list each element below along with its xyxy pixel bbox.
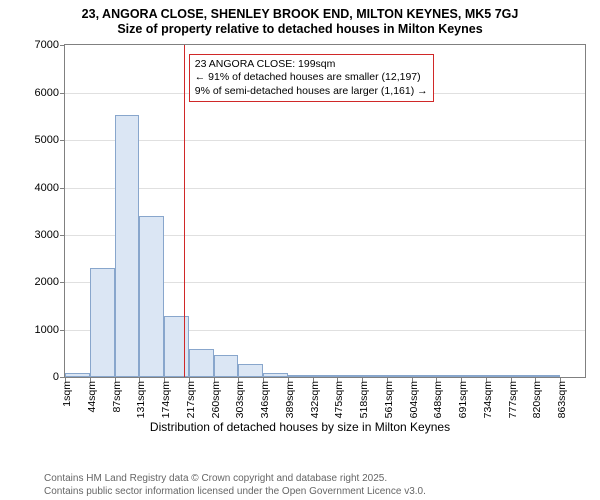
histogram-bar (263, 373, 288, 377)
histogram-bar (436, 375, 461, 377)
histogram-bar (486, 375, 511, 377)
plot-area: 23 ANGORA CLOSE: 199sqm ← 91% of detache… (64, 44, 586, 378)
x-tick-label: 561sqm (383, 381, 395, 418)
x-tick-label: 131sqm (135, 381, 147, 418)
x-tick-label: 346sqm (259, 381, 271, 418)
histogram-bar (115, 115, 140, 377)
x-tick-label: 475sqm (333, 381, 345, 418)
x-tick-label: 604sqm (408, 381, 420, 418)
chart-container: Number of detached properties 23 ANGORA … (0, 38, 600, 438)
chart-main-title: 23, ANGORA CLOSE, SHENLEY BROOK END, MIL… (0, 0, 600, 22)
y-tick-label: 2000 (35, 276, 59, 288)
histogram-bar (189, 349, 214, 377)
footer-line-1: Contains HM Land Registry data © Crown c… (44, 473, 592, 486)
annotation-line-3: 9% of semi-detached houses are larger (1… (195, 85, 428, 99)
histogram-bar (412, 375, 437, 377)
footer-line-2: Contains public sector information licen… (44, 486, 592, 499)
histogram-bar (337, 375, 362, 377)
annotation-line-1: 23 ANGORA CLOSE: 199sqm (195, 58, 428, 72)
histogram-bar (90, 268, 115, 377)
histogram-bar (362, 375, 387, 377)
x-tick-label: 260sqm (210, 381, 222, 418)
histogram-bar (313, 375, 338, 377)
y-tick-label: 5000 (35, 134, 59, 146)
x-tick-label: 44sqm (86, 381, 98, 413)
x-tick-label: 389sqm (284, 381, 296, 418)
y-tick-label: 3000 (35, 229, 59, 241)
x-tick-label: 820sqm (531, 381, 543, 418)
histogram-bar (511, 375, 536, 377)
histogram-bar (461, 375, 486, 377)
histogram-bar (387, 375, 412, 377)
x-tick-label: 691sqm (457, 381, 469, 418)
x-axis-label: Distribution of detached houses by size … (0, 420, 600, 434)
footer-attribution: Contains HM Land Registry data © Crown c… (44, 473, 592, 498)
x-tick-label: 1sqm (61, 381, 73, 407)
x-tick-label: 174sqm (160, 381, 172, 418)
y-tick-label: 6000 (35, 87, 59, 99)
x-tick-label: 432sqm (309, 381, 321, 418)
x-tick-label: 648sqm (432, 381, 444, 418)
histogram-bar (288, 375, 313, 377)
histogram-bar (214, 355, 239, 377)
x-tick-label: 863sqm (556, 381, 568, 418)
y-tick-label: 1000 (35, 324, 59, 336)
annotation-line-2: ← 91% of detached houses are smaller (12… (195, 71, 428, 85)
marker-line (184, 45, 185, 377)
x-tick-label: 87sqm (111, 381, 123, 413)
y-tick-label: 7000 (35, 39, 59, 51)
annotation-box: 23 ANGORA CLOSE: 199sqm ← 91% of detache… (189, 54, 434, 103)
x-tick-label: 777sqm (507, 381, 519, 418)
y-tick-label: 0 (53, 371, 59, 383)
histogram-bar (535, 375, 560, 377)
histogram-bar (139, 216, 164, 377)
x-tick-label: 734sqm (482, 381, 494, 418)
x-tick-label: 303sqm (234, 381, 246, 418)
y-tick-label: 4000 (35, 182, 59, 194)
chart-subtitle: Size of property relative to detached ho… (0, 22, 600, 38)
histogram-bar (238, 364, 263, 377)
histogram-bar (65, 373, 90, 377)
x-tick-label: 217sqm (185, 381, 197, 418)
x-tick-label: 518sqm (358, 381, 370, 418)
histogram-bar (164, 316, 189, 378)
